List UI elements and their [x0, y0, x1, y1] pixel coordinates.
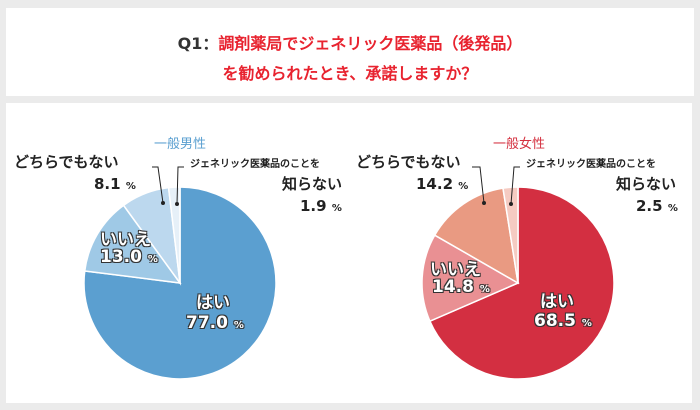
- female-pie: [421, 186, 615, 380]
- male-yes-value: 77.0 %: [186, 313, 244, 333]
- chart-card: 一般男性 どちらでもない 8.1 % ジェネリック医薬品のことを 知らない 1.…: [6, 103, 692, 403]
- pie-charts: [83, 166, 615, 380]
- male-no-label: いいえ: [100, 230, 151, 250]
- female-chart-title: 一般女性: [493, 137, 546, 152]
- male-unknown-label-1: ジェネリック医薬品のことを: [190, 159, 320, 170]
- male-neutral-label: どちらでもない: [14, 153, 119, 171]
- leader-lines: [152, 166, 520, 205]
- female-slice-0: [428, 186, 615, 380]
- female-slice-1: [421, 234, 520, 323]
- male-neutral-value: 8.1 %: [94, 175, 136, 193]
- leader-line-female-unknown: [510, 166, 520, 205]
- female-yes-label: はい: [540, 292, 574, 312]
- leader-dots: [161, 201, 513, 206]
- female-neutral-label: どちらでもない: [356, 153, 461, 171]
- title-line-1: Q1：調剤薬局でジェネリック医薬品（後発品）: [6, 30, 694, 54]
- male-chart-title: 一般男性: [154, 137, 207, 152]
- leader-line-male-neutral: [152, 166, 164, 204]
- female-unknown-label-1: ジェネリック医薬品のことを: [526, 159, 656, 170]
- title-card: Q1：調剤薬局でジェネリック医薬品（後発品） を勧められたとき、承諾しますか？: [6, 8, 694, 96]
- female-slice-3: [502, 186, 519, 284]
- female-slice-2: [433, 187, 519, 285]
- female-no-value: 14.8 %: [432, 277, 490, 297]
- leader-line-male-unknown: [176, 166, 184, 205]
- female-yes-value: 68.5 %: [534, 311, 592, 331]
- male-slice-3: [167, 186, 181, 284]
- female-unknown-value: 2.5 %: [636, 197, 678, 215]
- male-unknown-label-2: 知らない: [282, 175, 343, 193]
- female-unknown-label-2: 知らない: [616, 175, 677, 193]
- title-line-2: を勧められたとき、承諾しますか？: [222, 64, 478, 83]
- question-title: 調剤薬局でジェネリック医薬品（後発品）: [218, 34, 523, 53]
- question-number: Q1：: [177, 34, 219, 53]
- female-no-label: いいえ: [430, 260, 481, 280]
- male-yes-label: はい: [196, 293, 230, 313]
- male-slice-1: [83, 204, 182, 284]
- leader-line-female-neutral: [472, 166, 485, 204]
- male-pie: [83, 186, 277, 380]
- male-unknown-value: 1.9 %: [300, 197, 342, 215]
- female-neutral-value: 14.2 %: [416, 175, 469, 193]
- male-no-value: 13.0 %: [100, 247, 158, 267]
